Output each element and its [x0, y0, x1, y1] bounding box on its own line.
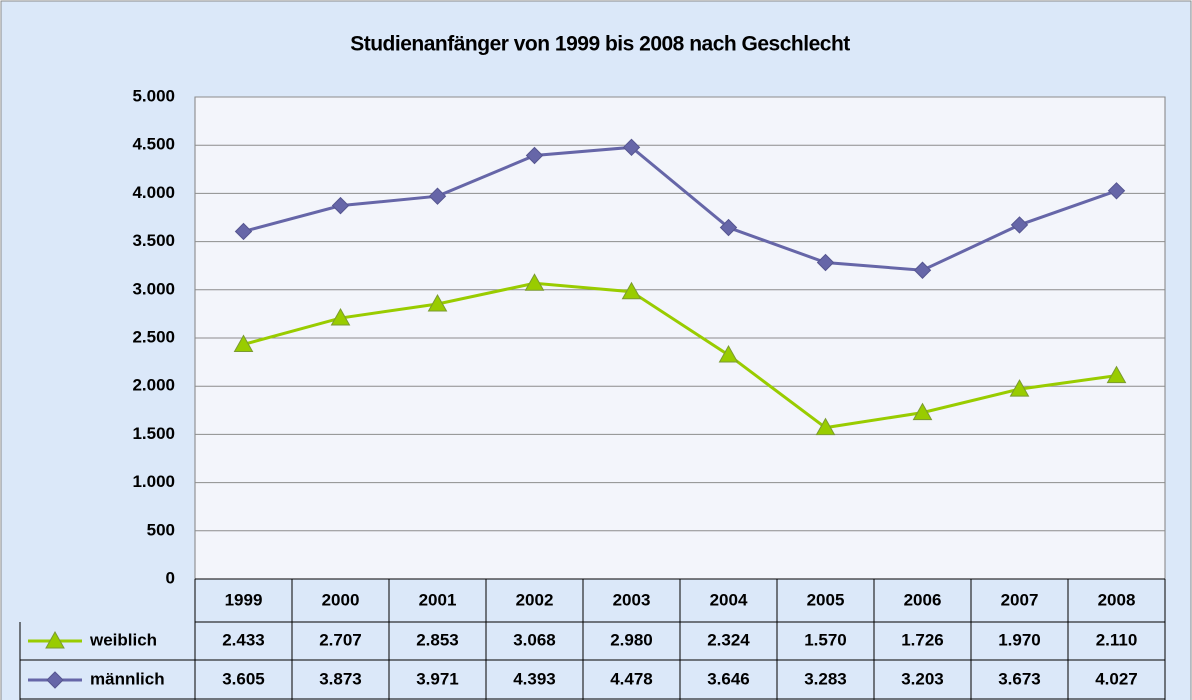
marker [427, 293, 448, 312]
y-tick-label: 4.500 [132, 135, 175, 154]
legend-label: männlich [90, 669, 165, 688]
x-tick-label: 2006 [904, 590, 942, 609]
line [243, 281, 1117, 430]
y-tick-label: 0 [166, 568, 175, 587]
x-tick-label: 1999 [225, 590, 263, 609]
table-value: 2.853 [416, 630, 459, 649]
x-tick-label: 2007 [1001, 590, 1039, 609]
table-value: 1.970 [998, 630, 1041, 649]
y-tick-label: 1.000 [132, 472, 175, 491]
chart-title: Studienanfänger von 1999 bis 2008 nach G… [350, 33, 850, 56]
table-value: 2.980 [610, 630, 653, 649]
table-value: 3.605 [222, 669, 265, 688]
table-value: 3.673 [998, 669, 1041, 688]
x-tick-label: 2008 [1098, 590, 1136, 609]
table-value: 3.283 [804, 669, 847, 688]
y-tick-label: 1.500 [132, 424, 175, 443]
marker [912, 402, 933, 421]
x-tick-label: 2000 [322, 590, 360, 609]
table-value: 1.726 [901, 630, 944, 649]
table-value: 4.393 [513, 669, 556, 688]
table-value: 2.433 [222, 630, 265, 649]
marker [1106, 365, 1127, 384]
table-value: 3.203 [901, 669, 944, 688]
marker [622, 138, 641, 157]
y-tick-label: 4.000 [132, 183, 175, 202]
x-tick-label: 2002 [516, 590, 554, 609]
marker [234, 222, 253, 241]
marker [718, 344, 739, 363]
marker [815, 417, 836, 436]
marker [621, 281, 642, 300]
marker [524, 273, 545, 291]
table-value: 4.027 [1095, 669, 1138, 688]
x-tick-label: 2001 [419, 590, 457, 609]
marker [1009, 379, 1030, 397]
y-tick-label: 5.000 [132, 86, 175, 105]
marker [816, 253, 835, 272]
y-tick-label: 2.500 [132, 327, 175, 346]
x-tick-label: 2003 [613, 590, 651, 609]
x-tick-label: 2005 [807, 590, 845, 609]
table-value: 2.110 [1096, 630, 1138, 649]
table-value: 3.971 [416, 669, 459, 688]
y-tick-label: 3.500 [132, 231, 175, 250]
y-tick-label: 500 [147, 520, 175, 539]
table-value: 3.646 [707, 669, 750, 688]
x-tick-label: 2004 [710, 590, 748, 609]
marker [330, 308, 351, 326]
y-tick-label: 2.000 [132, 376, 175, 395]
marker [1107, 182, 1126, 200]
marker [233, 334, 254, 352]
y-tick-label: 3.000 [132, 279, 175, 298]
table-value: 3.068 [513, 630, 556, 649]
marker [45, 630, 65, 649]
marker [913, 261, 932, 279]
table-value: 1.570 [804, 630, 847, 649]
marker [46, 671, 64, 689]
table-value: 4.478 [610, 669, 653, 688]
marker [1010, 216, 1029, 234]
table-value: 2.707 [319, 630, 362, 649]
marker [428, 187, 447, 205]
table-value: 2.324 [707, 630, 750, 649]
table-value: 3.873 [319, 669, 362, 688]
marker [525, 146, 544, 165]
legend-label: weiblich [89, 630, 157, 649]
marker [331, 196, 350, 215]
marker [719, 218, 738, 237]
line [243, 145, 1117, 272]
